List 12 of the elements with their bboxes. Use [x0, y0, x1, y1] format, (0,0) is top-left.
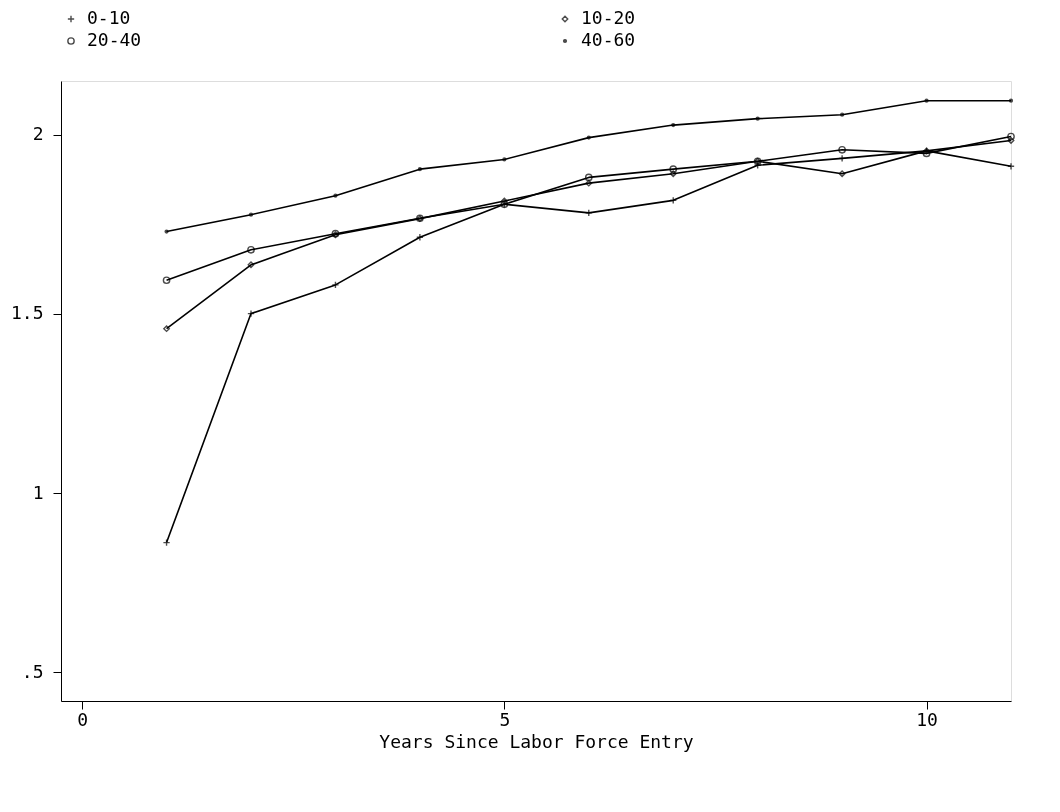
x-tick-label: 10: [916, 708, 938, 730]
legend-label: 40-60: [581, 29, 636, 50]
legend-label: 0-10: [87, 7, 131, 28]
legend-label: 20-40: [87, 29, 142, 50]
legend-label: 10-20: [581, 7, 636, 28]
x-tick-label: 5: [499, 708, 511, 730]
y-tick-label: .5: [21, 660, 44, 682]
y-tick-label: 1.5: [10, 302, 44, 324]
x-tick-label: 0: [77, 708, 89, 730]
y-tick-label: 1: [32, 481, 44, 503]
y-tick-label: 2: [32, 123, 44, 145]
x-axis-title: Years Since Labor Force Entry: [379, 730, 694, 752]
